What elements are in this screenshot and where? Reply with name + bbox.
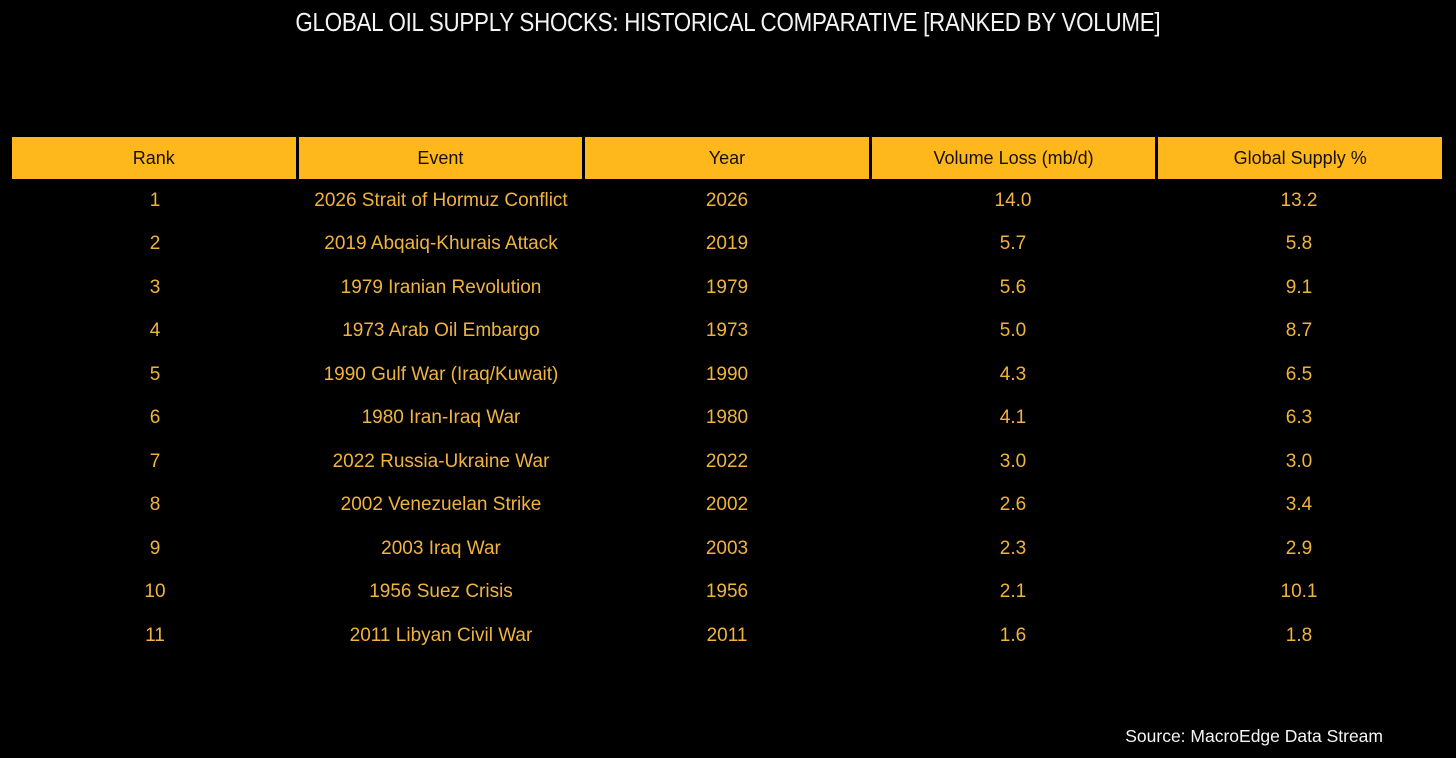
table-cell: 2022	[705, 450, 749, 472]
table-cell: 3.0	[1285, 450, 1313, 472]
table-cell: 2019 Abqaiq-Khurais Attack	[324, 233, 558, 255]
table-row: 11 2011 Libyan Civil War 2011 1.6 1.8	[12, 614, 1442, 658]
table-cell: 1956 Suez Crisis	[369, 581, 513, 603]
table-cell: 5.6	[999, 276, 1027, 298]
table-cell: 2011	[706, 624, 748, 646]
page-title: GLOBAL OIL SUPPLY SHOCKS: HISTORICAL COM…	[295, 7, 1161, 37]
table-cell: 2003	[705, 537, 749, 559]
table-cell: 3	[149, 276, 161, 298]
table-cell: 1956	[705, 581, 749, 603]
column-header-year: Year	[585, 137, 869, 179]
table-cell: 1973	[705, 320, 749, 342]
column-header-rank: Rank	[12, 137, 296, 179]
table-cell: 2002 Venezuelan Strike	[340, 494, 542, 516]
table-cell: 9.1	[1285, 276, 1313, 298]
table-cell: 9	[149, 537, 161, 559]
table-row: 3 1979 Iranian Revolution 1979 5.6 9.1	[12, 266, 1442, 310]
table-cell: 2.9	[1285, 537, 1313, 559]
table-cell: 1973 Arab Oil Embargo	[342, 320, 540, 342]
table-cell: 2022 Russia-Ukraine War	[332, 450, 550, 472]
column-header-volume-loss-mb-d: Volume Loss (mb/d)	[871, 137, 1156, 179]
table-cell: 6.3	[1285, 407, 1313, 429]
table-cell: 4.1	[999, 407, 1027, 429]
table-row: 4 1973 Arab Oil Embargo 1973 5.0 8.7	[12, 310, 1442, 354]
column-header-global-supply: Global Supply %	[1158, 137, 1442, 179]
table-cell: 2.3	[999, 537, 1027, 559]
table-cell: 1979	[705, 276, 749, 298]
column-header-event: Event	[298, 137, 583, 179]
table-cell: 5	[149, 363, 161, 385]
table-cell: 5.0	[999, 320, 1027, 342]
table-row: 9 2003 Iraq War 2003 2.3 2.9	[12, 527, 1442, 571]
table-cell: 3.0	[999, 450, 1027, 472]
table-cell: 1979 Iranian Revolution	[340, 276, 542, 298]
table-header-row: Rank Event Year Volume Loss (mb/d) Global Su…	[12, 137, 1442, 179]
table-cell: 2002	[705, 494, 749, 516]
table-cell: 1	[149, 189, 161, 211]
table-cell: 2026 Strait of Hormuz Conflict	[314, 189, 568, 211]
table-row: 5 1990 Gulf War (Iraq/Kuwait) 1990 4.3 6.5	[12, 353, 1442, 397]
table-cell: 3.4	[1285, 494, 1313, 516]
page-title-wrap: GLOBAL OIL SUPPLY SHOCKS: HISTORICAL COM…	[0, 7, 1456, 38]
table-cell: 4.3	[999, 363, 1027, 385]
table-cell: 2019	[705, 233, 749, 255]
table-cell: 13.2	[1280, 189, 1318, 211]
table-cell: 2026	[705, 189, 749, 211]
table-row: 1 2026 Strait of Hormuz Conflict 2026 14.0 1…	[12, 179, 1442, 223]
table-cell: 1990 Gulf War (Iraq/Kuwait)	[323, 363, 559, 385]
table-cell: 8.7	[1285, 320, 1313, 342]
table-row: 6 1980 Iran-Iraq War 1980 4.1 6.3	[12, 397, 1442, 441]
table-cell: 6.5	[1285, 363, 1313, 385]
table-cell: 14.0	[994, 189, 1032, 211]
table-row: 7 2022 Russia-Ukraine War 2022 3.0 3.0	[12, 440, 1442, 484]
table-body: 1 2026 Strait of Hormuz Conflict 2026 14.0 1…	[12, 179, 1442, 658]
table-cell: 8	[149, 494, 161, 516]
table-cell: 11	[145, 624, 165, 646]
table-cell: 5.8	[1285, 233, 1313, 255]
table-row: 8 2002 Venezuelan Strike 2002 2.6 3.4	[12, 484, 1442, 528]
table-cell: 2011 Libyan Civil War	[349, 624, 533, 646]
table-cell: 2.1	[999, 581, 1027, 603]
table-row: 10 1956 Suez Crisis 1956 2.1 10.1	[12, 571, 1442, 615]
table-row: 2 2019 Abqaiq-Khurais Attack 2019 5.7 5.8	[12, 223, 1442, 267]
table-cell: 10	[144, 581, 166, 603]
table-cell: 1.8	[1285, 624, 1313, 646]
table-cell: 6	[149, 407, 161, 429]
table-cell: 10.1	[1280, 581, 1318, 603]
table-cell: 2.6	[999, 494, 1027, 516]
table-cell: 1990	[705, 363, 749, 385]
table-cell: 2003 Iraq War	[381, 537, 501, 559]
table-cell: 7	[149, 450, 161, 472]
table-cell: 4	[149, 320, 161, 342]
table-cell: 1980 Iran-Iraq War	[361, 407, 521, 429]
table-cell: 5.7	[999, 233, 1027, 255]
table-cell: 2	[149, 233, 161, 255]
table-cell: 1980	[705, 407, 749, 429]
table-cell: 1.6	[999, 624, 1027, 646]
oil-supply-shocks-table: Rank Event Year Volume Loss (mb/d) Global Su…	[12, 137, 1442, 658]
source-attribution: Source: MacroEdge Data Stream	[1125, 726, 1383, 746]
